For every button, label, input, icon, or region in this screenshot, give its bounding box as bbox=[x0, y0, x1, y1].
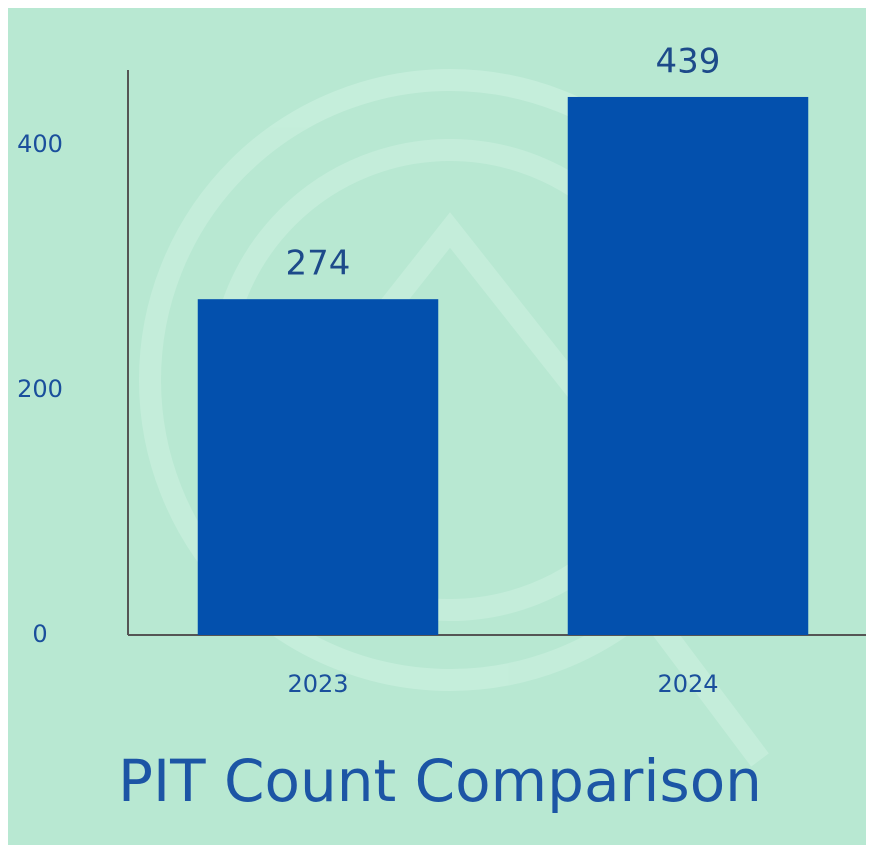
bar bbox=[567, 96, 809, 635]
chart-title: PIT Count Comparison bbox=[118, 747, 762, 815]
bar bbox=[197, 299, 439, 635]
y-tick-label: 200 bbox=[17, 375, 63, 403]
y-tick-label: 400 bbox=[17, 130, 63, 158]
y-tick-label: 0 bbox=[32, 620, 47, 648]
x-tick-label: 2024 bbox=[657, 670, 718, 698]
value-label: 439 bbox=[656, 41, 721, 81]
value-label: 274 bbox=[286, 244, 351, 284]
x-tick-label: 2023 bbox=[287, 670, 348, 698]
